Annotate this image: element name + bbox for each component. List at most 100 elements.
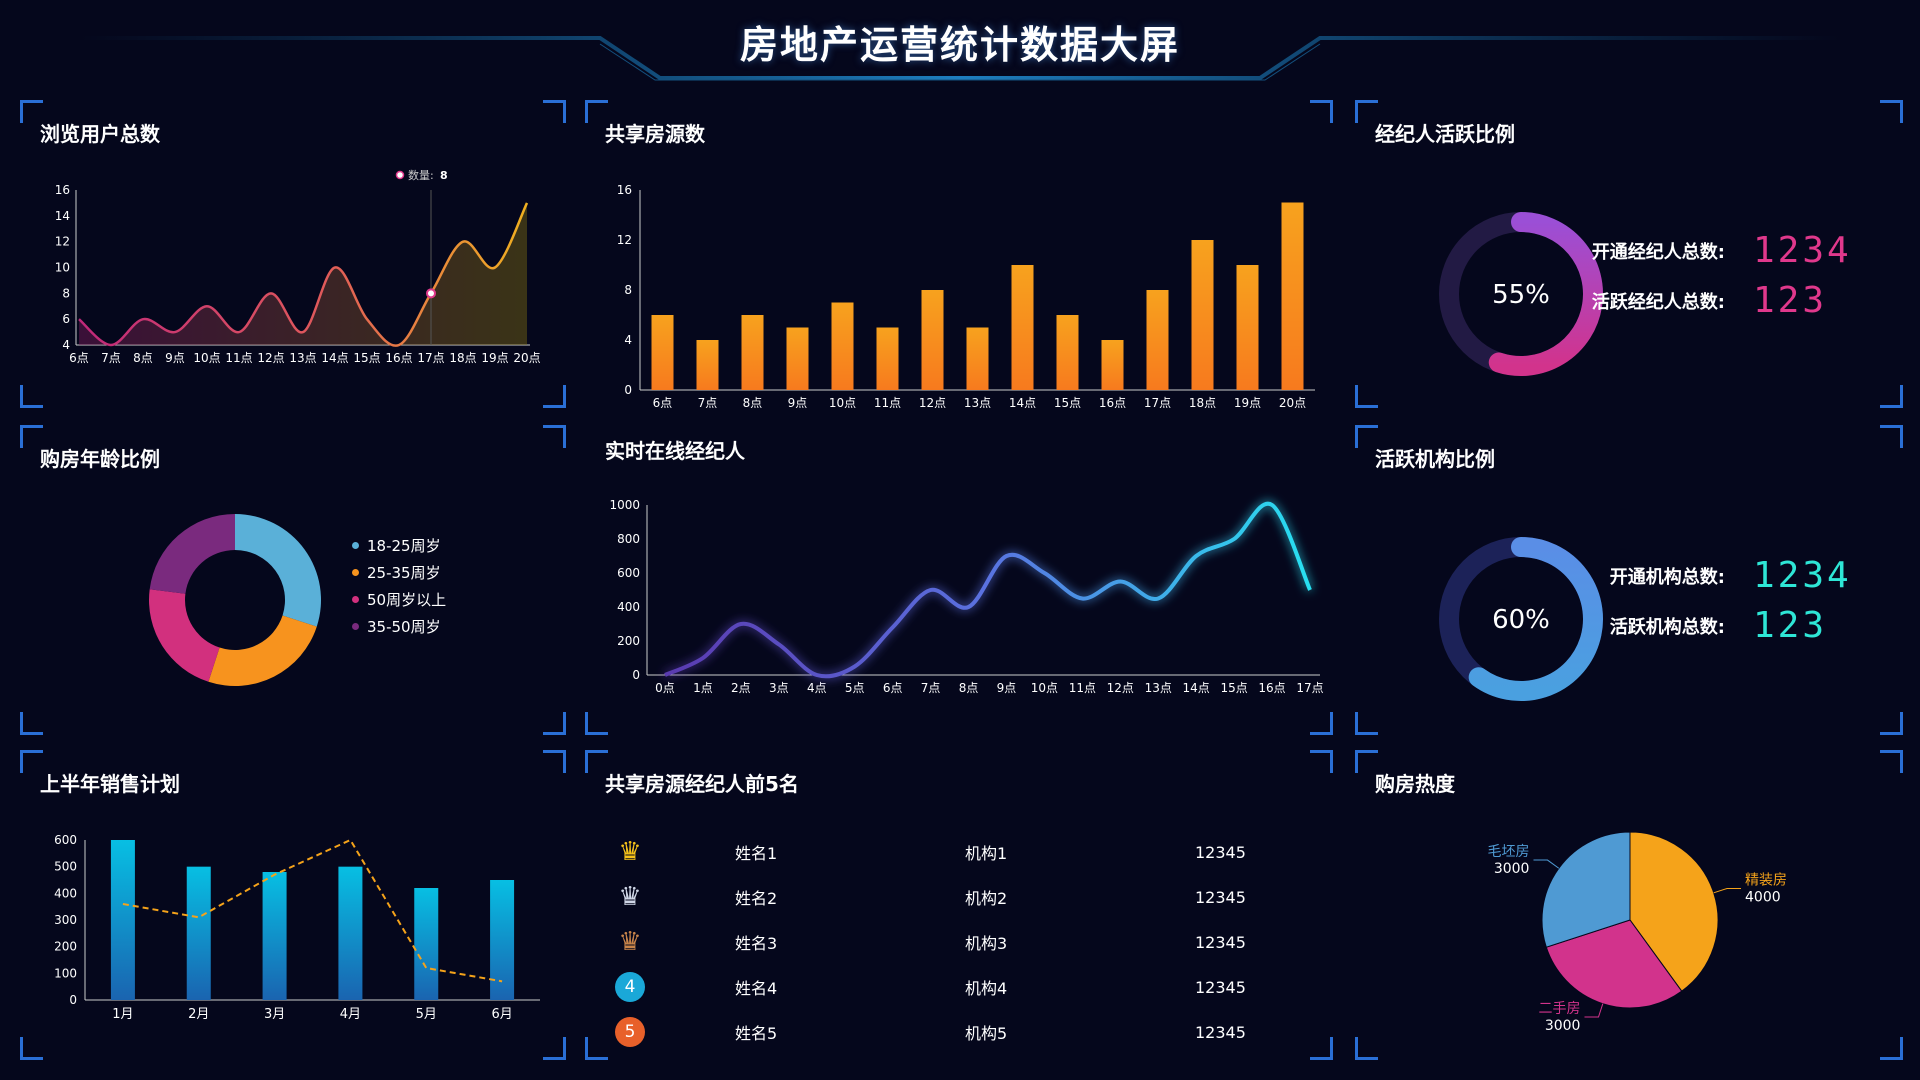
ring-progress xyxy=(1468,537,1603,701)
ring-progress xyxy=(1488,212,1603,376)
x-tick-label: 20点 xyxy=(513,351,540,365)
panel-age-ratio: 购房年龄比例 18-25周岁 25-35周岁 50周岁以上 35-50周岁 xyxy=(20,425,566,735)
x-tick-label: 6点 xyxy=(69,351,89,365)
hover-point xyxy=(426,288,436,299)
corner-decoration xyxy=(585,100,608,123)
panel-title: 购房热度 xyxy=(1375,772,1455,796)
table-row[interactable]: ♛ 姓名1 机构1 12345 xyxy=(585,832,1265,872)
corner-decoration xyxy=(20,100,43,123)
corner-decoration xyxy=(1880,1037,1903,1060)
y-tick-label: 0 xyxy=(632,668,640,682)
page-title: 房地产运营统计数据大屏 xyxy=(739,23,1180,67)
x-tick-label: 9点 xyxy=(165,351,185,365)
corner-decoration xyxy=(1880,712,1903,735)
legend-item[interactable]: 35-50周岁 xyxy=(352,616,441,637)
label-leader xyxy=(1533,859,1560,869)
row-name: 姓名4 xyxy=(735,979,778,998)
donut-slice xyxy=(235,514,321,627)
legend-swatch xyxy=(352,542,359,549)
pie-slice xyxy=(1629,831,1719,992)
table-row[interactable]: 5 姓名5 机构5 12345 xyxy=(585,1012,1265,1052)
rank-badge-icon: 5 xyxy=(615,1017,645,1047)
legend-swatch xyxy=(352,596,359,603)
agent-active-value: 123 xyxy=(1753,280,1828,321)
panel-title: 活跃机构比例 xyxy=(1375,447,1495,471)
y-tick-label: 300 xyxy=(54,913,77,927)
x-tick-label: 5点 xyxy=(845,681,865,695)
legend-item[interactable]: 18-25周岁 xyxy=(352,535,441,556)
y-tick-label: 12 xyxy=(55,235,70,249)
x-tick-label: 13点 xyxy=(289,351,316,365)
tooltip-value: 8 xyxy=(440,169,448,182)
y-tick-label: 100 xyxy=(54,966,77,980)
panel-title: 实时在线经纪人 xyxy=(605,439,745,463)
table-row[interactable]: 4 姓名4 机构4 12345 xyxy=(585,967,1265,1007)
corner-decoration xyxy=(1310,750,1333,773)
bar xyxy=(186,866,211,1000)
label-leader xyxy=(1584,1003,1604,1018)
y-tick-label: 500 xyxy=(54,860,77,874)
corner-decoration xyxy=(1355,1037,1378,1060)
bar xyxy=(696,340,719,390)
bar xyxy=(338,866,363,1000)
x-tick-label: 6点 xyxy=(883,681,903,695)
pie-slice xyxy=(1545,919,1683,1009)
row-name: 姓名2 xyxy=(735,889,778,908)
x-tick-label: 11点 xyxy=(225,351,252,365)
x-tick-label: 18点 xyxy=(449,351,476,365)
y-tick-label: 10 xyxy=(55,261,70,275)
legend-item[interactable]: 50周岁以上 xyxy=(352,589,446,610)
bronze-crown-icon: ♛ xyxy=(618,927,642,957)
ring-percent-label: 60% xyxy=(1492,605,1550,635)
series-line xyxy=(78,202,529,347)
corner-decoration xyxy=(585,712,608,735)
row-name: 姓名5 xyxy=(735,1024,778,1043)
y-tick-label: 0 xyxy=(624,383,632,397)
table-row[interactable]: ♛ 姓名2 机构2 12345 xyxy=(585,877,1265,917)
corner-decoration xyxy=(585,750,608,773)
bar xyxy=(1146,290,1169,390)
x-tick-label: 15点 xyxy=(1054,396,1081,408)
bar xyxy=(1191,240,1214,390)
silver-crown-icon: ♛ xyxy=(618,882,642,912)
agent-active-label: 活跃经纪人总数: xyxy=(1591,291,1725,313)
x-tick-label: 8点 xyxy=(959,681,979,695)
corner-decoration xyxy=(543,100,566,123)
tooltip-marker xyxy=(395,170,405,180)
x-tick-label: 7点 xyxy=(101,351,121,365)
corner-decoration xyxy=(1310,1037,1333,1060)
legend-swatch xyxy=(352,569,359,576)
donut-slice xyxy=(149,589,220,682)
donut-slice xyxy=(208,615,317,686)
x-tick-label: 8点 xyxy=(743,396,763,408)
bar xyxy=(876,327,899,390)
corner-decoration xyxy=(543,425,566,448)
table-row[interactable]: ♛ 姓名3 机构3 12345 xyxy=(585,922,1265,962)
y-tick-label: 0 xyxy=(69,993,77,1007)
panel-title: 上半年销售计划 xyxy=(40,772,180,796)
y-tick-label: 16 xyxy=(55,183,70,197)
legend-item[interactable]: 25-35周岁 xyxy=(352,562,441,583)
panel-agent-active: 经纪人活跃比例 55% 开通经纪人总数: 1234 活跃经纪人总数: 123 xyxy=(1355,100,1903,408)
x-tick-label: 11点 xyxy=(874,396,901,408)
bar xyxy=(831,302,854,390)
bar xyxy=(1281,202,1304,390)
x-tick-label: 8点 xyxy=(133,351,153,365)
panel-title: 购房年龄比例 xyxy=(40,447,160,471)
x-tick-label: 14点 xyxy=(1009,396,1036,408)
x-tick-label: 10点 xyxy=(1031,681,1058,695)
y-tick-label: 8 xyxy=(62,286,70,300)
bar xyxy=(786,327,809,390)
x-tick-label: 13点 xyxy=(964,396,991,408)
shared-houses-chart: 0 4 8 12 16 6点 7点 8点 9点 10点 11点 12点 13点 14点 15点 16点 17点 1… xyxy=(617,183,1315,408)
x-tick-label: 10点 xyxy=(829,396,856,408)
tooltip-label: 数量: xyxy=(408,169,434,182)
agent-active-stat: 活跃经纪人总数: 123 xyxy=(1555,280,1827,321)
row-value: 12345 xyxy=(1195,1022,1246,1042)
x-tick-label: 12点 xyxy=(1107,681,1134,695)
x-tick-label: 16点 xyxy=(385,351,412,365)
corner-decoration xyxy=(1880,385,1903,408)
x-tick-label: 6月 xyxy=(491,1007,512,1022)
legend-label: 50周岁以上 xyxy=(367,591,447,609)
gold-crown-icon: ♛ xyxy=(618,837,642,867)
